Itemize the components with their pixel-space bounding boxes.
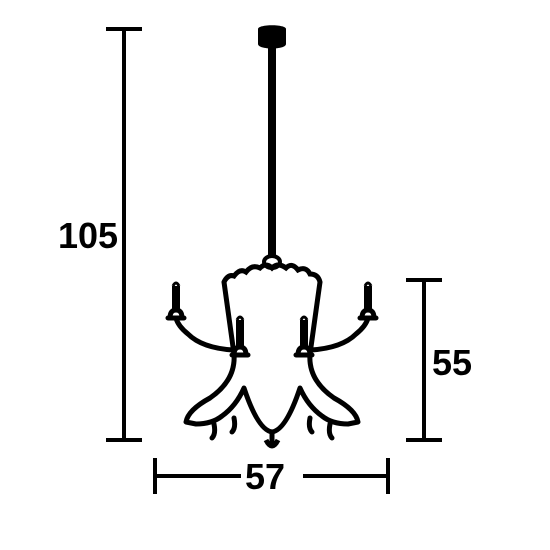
height-total-label: 105 [58, 215, 118, 257]
chandelier-silhouette [168, 25, 376, 446]
width-label: 57 [245, 456, 285, 498]
dimension-diagram: 105 55 57 [0, 0, 550, 550]
height-body-label: 55 [432, 342, 472, 384]
